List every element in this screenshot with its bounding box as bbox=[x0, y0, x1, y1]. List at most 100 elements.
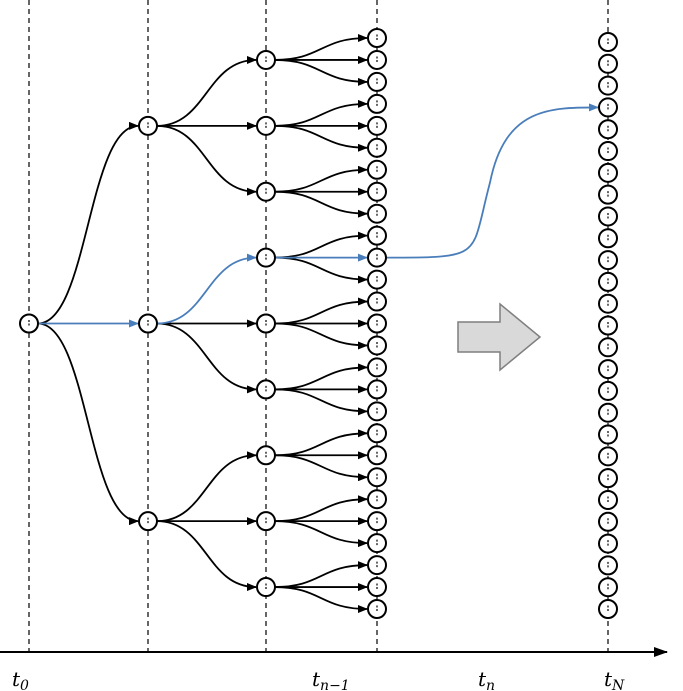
highlighted-path bbox=[38, 103, 599, 328]
tree-node bbox=[367, 247, 387, 268]
tree-edge bbox=[156, 322, 257, 394]
final-node bbox=[598, 97, 618, 118]
tree-node bbox=[367, 401, 387, 422]
axis-label-tn-1: tn−1 bbox=[312, 667, 350, 691]
tree-node bbox=[367, 291, 387, 312]
axis-label-tn: tn bbox=[478, 667, 495, 691]
tree-node bbox=[256, 49, 276, 70]
tree-node bbox=[138, 511, 158, 532]
tree-edge bbox=[274, 99, 368, 127]
final-node bbox=[598, 271, 618, 292]
final-node bbox=[598, 206, 618, 227]
final-node bbox=[598, 250, 618, 271]
final-node bbox=[598, 32, 618, 52]
final-node bbox=[598, 446, 618, 467]
transition-arrow-icon bbox=[457, 302, 542, 372]
tree-node bbox=[367, 577, 387, 598]
tree-node bbox=[367, 159, 387, 180]
tree-node bbox=[367, 49, 387, 70]
final-node bbox=[598, 533, 618, 554]
tree-edge bbox=[274, 363, 368, 391]
tree-node bbox=[367, 467, 387, 488]
tree-edge bbox=[274, 231, 368, 259]
tree-node bbox=[256, 445, 276, 466]
tree-node bbox=[367, 533, 387, 554]
final-node bbox=[598, 141, 618, 162]
tree-edge bbox=[274, 520, 368, 548]
final-node bbox=[598, 402, 618, 423]
final-node bbox=[598, 184, 618, 205]
tree-node bbox=[256, 379, 276, 400]
tree-edge bbox=[274, 165, 368, 193]
tree-node bbox=[367, 137, 387, 158]
final-node bbox=[598, 119, 618, 140]
tree-node bbox=[367, 599, 387, 619]
final-node bbox=[598, 424, 618, 445]
final-node bbox=[598, 315, 618, 336]
tree-node bbox=[367, 423, 387, 444]
tree-node bbox=[367, 93, 387, 114]
tree-edge bbox=[37, 322, 139, 526]
tree-edge bbox=[274, 34, 368, 61]
tree-edges bbox=[37, 34, 368, 613]
tree-node bbox=[367, 445, 387, 466]
tree-node bbox=[367, 71, 387, 92]
tree-node bbox=[19, 313, 39, 334]
tree-edge bbox=[156, 520, 257, 592]
tree-node bbox=[367, 489, 387, 510]
tree-node bbox=[367, 28, 387, 48]
tree-node bbox=[367, 511, 387, 532]
tree-edge bbox=[274, 495, 368, 523]
tree-node bbox=[256, 577, 276, 598]
tree-edge bbox=[156, 124, 257, 196]
tree-node bbox=[367, 225, 387, 246]
tree-node bbox=[256, 511, 276, 532]
axis-label-t0: t0 bbox=[12, 667, 29, 691]
tree-node bbox=[367, 379, 387, 400]
tree-edge bbox=[156, 451, 257, 523]
tree-node bbox=[367, 357, 387, 378]
tree-node bbox=[367, 115, 387, 136]
tree-node bbox=[138, 115, 158, 136]
tree-edge bbox=[274, 190, 368, 218]
tree-edge bbox=[37, 121, 139, 325]
final-node bbox=[598, 228, 618, 249]
tree-node bbox=[256, 313, 276, 334]
tree-edge bbox=[274, 586, 368, 613]
final-node bbox=[598, 468, 618, 489]
tree-nodes bbox=[19, 28, 618, 619]
tree-edge bbox=[274, 388, 368, 416]
tree-edge bbox=[156, 55, 257, 127]
tree-node bbox=[367, 313, 387, 334]
tree-node bbox=[367, 269, 387, 290]
tree-node bbox=[367, 335, 387, 356]
tree-node bbox=[367, 555, 387, 576]
final-node bbox=[598, 162, 618, 183]
tree-node bbox=[256, 115, 276, 136]
final-node bbox=[598, 555, 618, 576]
final-node bbox=[598, 380, 618, 401]
axis-labels: t0 tn−1 tn tN bbox=[12, 667, 625, 691]
tree-node bbox=[256, 247, 276, 268]
tree-edge bbox=[274, 256, 368, 284]
tree-edge bbox=[274, 59, 368, 86]
tree-edge bbox=[274, 322, 368, 350]
tree-node bbox=[256, 181, 276, 202]
tree-edge bbox=[274, 297, 368, 325]
tree-node bbox=[367, 203, 387, 224]
tree-node bbox=[138, 313, 158, 334]
highlighted-edge bbox=[156, 253, 257, 325]
final-node bbox=[598, 599, 618, 619]
final-node bbox=[598, 359, 618, 380]
tree-edge bbox=[274, 124, 368, 152]
tree-node bbox=[367, 181, 387, 202]
final-node bbox=[598, 337, 618, 358]
final-node bbox=[598, 53, 618, 74]
tree-edge bbox=[274, 454, 368, 482]
highlighted-transition-edge bbox=[385, 103, 599, 259]
final-node bbox=[598, 75, 618, 96]
tree-edge bbox=[274, 561, 368, 588]
tree-edge bbox=[274, 429, 368, 457]
final-node bbox=[598, 577, 618, 598]
